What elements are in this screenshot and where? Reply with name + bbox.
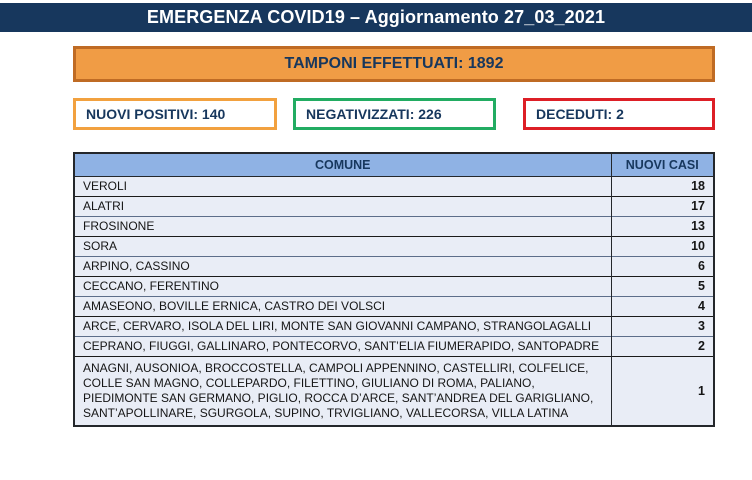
table-header-row: COMUNE NUOVI CASI	[73, 152, 715, 177]
nuovi-casi-cell: 5	[610, 275, 715, 296]
table-row: ARPINO, CASSINO 6	[73, 255, 715, 276]
deceduti-box: DECEDUTI: 2	[523, 98, 715, 130]
nuovi-casi-cell: 18	[610, 175, 715, 196]
comune-cell: FROSINONE	[73, 215, 612, 236]
comune-cell: VEROLI	[73, 175, 612, 196]
table-row: ARCE, CERVARO, ISOLA DEL LIRI, MONTE SAN…	[73, 315, 715, 336]
title-bar: EMERGENZA COVID19 – Aggiornamento 27_03_…	[0, 3, 752, 32]
comune-cell: CEPRANO, FIUGGI, GALLINARO, PONTECORVO, …	[73, 335, 612, 356]
table-row: CEPRANO, FIUGGI, GALLINARO, PONTECORVO, …	[73, 335, 715, 356]
tamponi-label: TAMPONI EFFETTUATI: 1892	[284, 55, 504, 72]
deceduti-label: DECEDUTI: 2	[536, 106, 624, 122]
page-title: EMERGENZA COVID19 – Aggiornamento 27_03_…	[146, 7, 606, 27]
table-row: AMASEONO, BOVILLE ERNICA, CASTRO DEI VOL…	[73, 295, 715, 316]
stats-row: NUOVI POSITIVI: 140 NEGATIVIZZATI: 226 D…	[73, 98, 715, 130]
nuovi-casi-cell: 10	[610, 235, 715, 256]
nuovi-casi-cell: 17	[610, 195, 715, 216]
table-row: FROSINONE 13	[73, 215, 715, 236]
covid-table: COMUNE NUOVI CASI VEROLI 18 ALATRI 17 FR…	[73, 152, 715, 427]
nuovi-casi-cell: 1	[610, 355, 715, 426]
table-row: CECCANO, FERENTINO 5	[73, 275, 715, 296]
negativizzati-label: NEGATIVIZZATI: 226	[306, 106, 442, 122]
nuovi-casi-cell: 2	[610, 335, 715, 356]
nuovi-casi-cell: 6	[610, 255, 715, 276]
negativizzati-box: NEGATIVIZZATI: 226	[293, 98, 496, 130]
comune-cell: ALATRI	[73, 195, 612, 216]
comune-cell: CECCANO, FERENTINO	[73, 275, 612, 296]
comune-cell: AMASEONO, BOVILLE ERNICA, CASTRO DEI VOL…	[73, 295, 612, 316]
comune-cell: ARCE, CERVARO, ISOLA DEL LIRI, MONTE SAN…	[73, 315, 612, 336]
table-row: ANAGNI, AUSONIOA, BROCCOSTELLA, CAMPOLI …	[73, 355, 715, 426]
nuovi-casi-cell: 13	[610, 215, 715, 236]
tamponi-banner: TAMPONI EFFETTUATI: 1892	[73, 46, 715, 82]
table-row: SORA 10	[73, 235, 715, 256]
nuovi-positivi-box: NUOVI POSITIVI: 140	[73, 98, 277, 130]
comune-cell: SORA	[73, 235, 612, 256]
nuovi-casi-cell: 4	[610, 295, 715, 316]
content-area: TAMPONI EFFETTUATI: 1892 NUOVI POSITIVI:…	[73, 46, 715, 427]
column-header-comune: COMUNE	[73, 152, 612, 177]
nuovi-casi-cell: 3	[610, 315, 715, 336]
nuovi-positivi-label: NUOVI POSITIVI: 140	[86, 106, 226, 122]
table-row: ALATRI 17	[73, 195, 715, 216]
comune-cell: ARPINO, CASSINO	[73, 255, 612, 276]
column-header-nuovi-casi: NUOVI CASI	[610, 152, 715, 177]
comune-cell: ANAGNI, AUSONIOA, BROCCOSTELLA, CAMPOLI …	[73, 355, 612, 426]
table-row: VEROLI 18	[73, 175, 715, 196]
